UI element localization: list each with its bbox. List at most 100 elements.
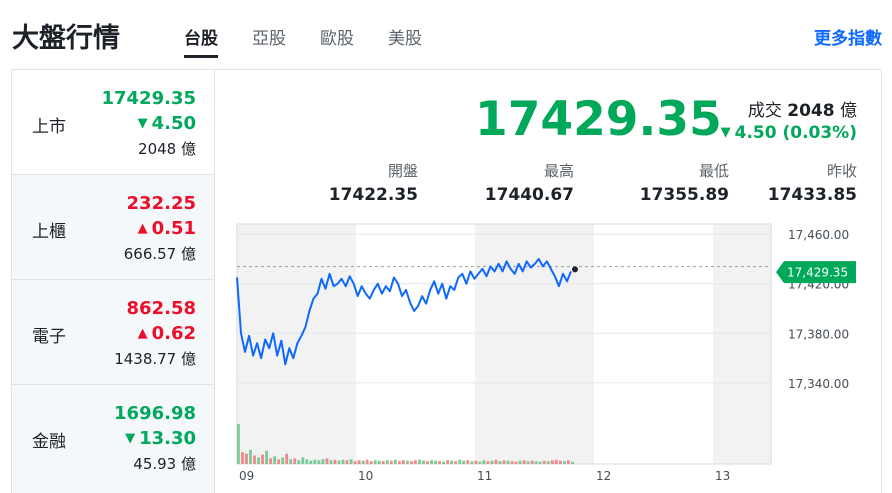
volume-bar [297, 460, 301, 464]
volume-bar [542, 460, 546, 464]
volume-bar [341, 459, 345, 464]
stat-label: 開盤 [387, 162, 418, 180]
y-tick-label: 17,340.00 [788, 377, 849, 391]
volume-bar [313, 459, 317, 464]
volume-bar [406, 460, 409, 464]
volume-bar [289, 459, 293, 464]
volume-bar [478, 461, 482, 464]
more-indices-link[interactable]: 更多指數 [814, 29, 882, 49]
market-item-listed[interactable]: 上市 17429.35 ▼ 4.50 2048 億 [12, 70, 214, 175]
volume-bar [393, 459, 397, 464]
market-name: 上市 [32, 117, 66, 137]
tab-taiwan[interactable]: 台股 [184, 24, 218, 58]
stat-value: 17355.89 [639, 185, 729, 205]
market-change: ▲ 0.62 [138, 323, 196, 344]
stat-high: 最高 17440.67 [485, 160, 574, 205]
volume-bar [458, 459, 462, 464]
volume-bar [530, 460, 534, 464]
market-tabs: 台股 亞股 歐股 美股 [184, 24, 456, 58]
volume-bar [430, 460, 433, 464]
index-change-value: 4.50 (0.03%) [734, 123, 857, 143]
volume-bar [373, 460, 377, 464]
volume-bar [337, 460, 341, 464]
stat-value: 17433.85 [767, 185, 857, 205]
market-item-electronics[interactable]: 電子 862.58 ▲ 0.62 1438.77 億 [12, 280, 214, 385]
triangle-down-icon: ▼ [720, 125, 731, 140]
x-tick-label: 10 [358, 469, 373, 483]
current-price-tag [776, 261, 856, 284]
x-tick-label: 09 [239, 469, 254, 483]
volume-bar [502, 460, 506, 464]
volume-bar [438, 461, 442, 464]
volume-bar [474, 460, 478, 464]
x-tick-label: 11 [477, 469, 492, 483]
volume-bar [450, 460, 454, 464]
volume-bar [249, 449, 252, 464]
volume-bar [241, 452, 244, 464]
volume-bar [482, 460, 486, 464]
stat-label: 最低 [698, 162, 729, 180]
triangle-down-icon: ▼ [137, 116, 148, 131]
stat-label: 最高 [543, 162, 574, 180]
volume-bar [538, 461, 542, 464]
volume-bar [494, 459, 498, 464]
volume-bar [257, 457, 260, 464]
market-change: ▼ 4.50 [138, 113, 196, 134]
market-list: 上市 17429.35 ▼ 4.50 2048 億 上櫃 232.25 ▲ 0.51… [12, 70, 215, 493]
tab-asia[interactable]: 亞股 [252, 29, 286, 49]
market-change-value: 13.30 [139, 428, 196, 449]
volume-bar [434, 460, 437, 464]
volume-bar [309, 460, 313, 464]
triangle-down-icon: ▼ [125, 431, 136, 446]
y-tick-label: 17,460.00 [788, 228, 849, 242]
volume-bar [410, 461, 413, 464]
market-item-finance[interactable]: 金融 1696.98 ▼ 13.30 45.93 億 [12, 385, 214, 493]
tab-europe[interactable]: 歐股 [320, 29, 354, 49]
volume-bar [261, 454, 264, 464]
turnover-value: 2048 [787, 101, 835, 121]
volume-bar [365, 459, 369, 464]
volume-bar [554, 459, 558, 464]
x-tick-label: 13 [715, 469, 730, 483]
volume-bar [446, 460, 450, 464]
volume-bar [285, 453, 289, 464]
y-tick-label: 17,380.00 [788, 327, 849, 341]
volume-bar [510, 461, 514, 464]
volume-bar [305, 459, 309, 464]
volume-bar [426, 461, 429, 464]
volume-bar [369, 461, 373, 464]
volume-bar [506, 460, 510, 464]
volume-bar [277, 459, 281, 464]
volume-bar [558, 460, 562, 464]
volume-bar [329, 460, 333, 464]
stat-open: 開盤 17422.35 [329, 160, 418, 205]
volume-bar [273, 456, 277, 464]
volume-bar [301, 457, 305, 464]
volume-bar [571, 461, 574, 464]
volume-bar [498, 461, 502, 464]
market-item-otc[interactable]: 上櫃 232.25 ▲ 0.51 666.57 億 [12, 175, 214, 280]
hour-band [713, 224, 771, 464]
market-panel: 上市 17429.35 ▼ 4.50 2048 億 上櫃 232.25 ▲ 0.51… [11, 69, 882, 493]
stat-prev-close: 昨收 17433.85 [768, 160, 857, 205]
volume-bar [422, 460, 425, 464]
volume-bar [534, 461, 538, 464]
hour-band [475, 224, 594, 464]
market-volume: 1438.77 億 [114, 350, 196, 368]
tab-us[interactable]: 美股 [388, 29, 422, 49]
volume-bar [333, 459, 337, 464]
stat-low: 最低 17355.89 [640, 160, 729, 205]
volume-bar [345, 460, 349, 464]
volume-bar [470, 461, 474, 464]
market-name: 金融 [32, 432, 66, 452]
stat-label: 昨收 [826, 162, 857, 180]
market-change-value: 0.62 [151, 323, 196, 344]
volume-bar [237, 424, 240, 464]
market-name: 電子 [32, 327, 66, 347]
volume-bar [321, 459, 325, 464]
volume-bar [281, 457, 285, 464]
volume-bar [353, 461, 357, 464]
market-change: ▼ 13.30 [125, 428, 196, 449]
index-change: ▼ 4.50 (0.03%) [721, 123, 857, 143]
